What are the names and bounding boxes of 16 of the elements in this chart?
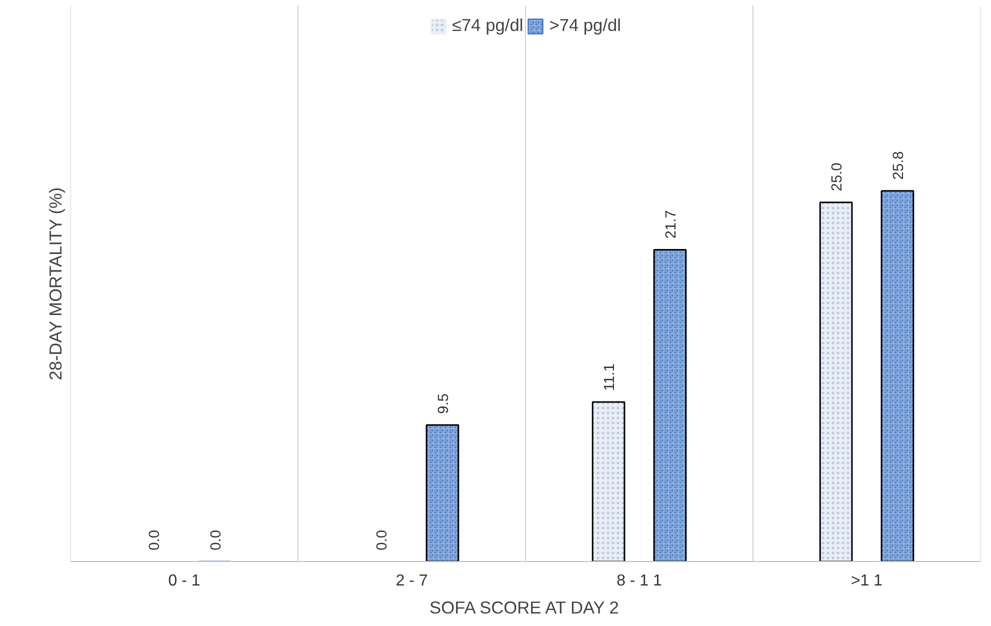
x-tick-label: 8 - 1 1	[616, 572, 662, 590]
data-label: 25.8	[890, 151, 907, 180]
data-label: 25.0	[830, 162, 846, 192]
x-axis-title: SOFA SCORE AT DAY 2	[430, 598, 619, 618]
legend-label: ≤74 pg/dl	[452, 15, 524, 36]
x-tick-label: 2 - 7	[396, 572, 428, 590]
data-label: 9.5	[436, 394, 452, 414]
x-tick-label: >1 1	[850, 572, 883, 590]
data-label: 21.7	[663, 210, 680, 239]
data-label: 0.0	[208, 530, 224, 550]
data-label: 11.1	[602, 363, 618, 391]
x-tick-label: 0 - 1	[168, 572, 200, 590]
legend-label: >74 pg/dl	[549, 15, 621, 36]
data-label: 0.0	[147, 530, 164, 550]
data-label: 0.0	[374, 530, 391, 550]
y-axis-title: 28-DAY MORTALITY (%)	[46, 187, 66, 380]
